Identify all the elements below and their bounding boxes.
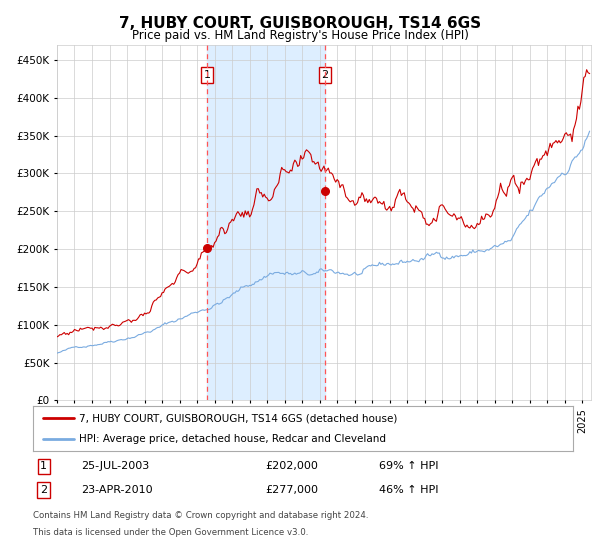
Text: Price paid vs. HM Land Registry's House Price Index (HPI): Price paid vs. HM Land Registry's House …: [131, 29, 469, 42]
Text: 25-JUL-2003: 25-JUL-2003: [82, 461, 150, 472]
Text: 7, HUBY COURT, GUISBOROUGH, TS14 6GS (detached house): 7, HUBY COURT, GUISBOROUGH, TS14 6GS (de…: [79, 413, 397, 423]
Text: 69% ↑ HPI: 69% ↑ HPI: [379, 461, 438, 472]
Text: HPI: Average price, detached house, Redcar and Cleveland: HPI: Average price, detached house, Redc…: [79, 433, 386, 444]
Text: 23-APR-2010: 23-APR-2010: [82, 485, 153, 495]
Text: This data is licensed under the Open Government Licence v3.0.: This data is licensed under the Open Gov…: [33, 528, 308, 536]
Text: £277,000: £277,000: [265, 485, 318, 495]
Text: 1: 1: [203, 70, 211, 80]
Text: 1: 1: [40, 461, 47, 472]
Text: Contains HM Land Registry data © Crown copyright and database right 2024.: Contains HM Land Registry data © Crown c…: [33, 511, 368, 520]
Text: 2: 2: [40, 485, 47, 495]
Bar: [207, 45, 325, 400]
Text: 2: 2: [322, 70, 329, 80]
Text: 7, HUBY COURT, GUISBOROUGH, TS14 6GS: 7, HUBY COURT, GUISBOROUGH, TS14 6GS: [119, 16, 481, 31]
Text: £202,000: £202,000: [265, 461, 318, 472]
Text: 46% ↑ HPI: 46% ↑ HPI: [379, 485, 438, 495]
